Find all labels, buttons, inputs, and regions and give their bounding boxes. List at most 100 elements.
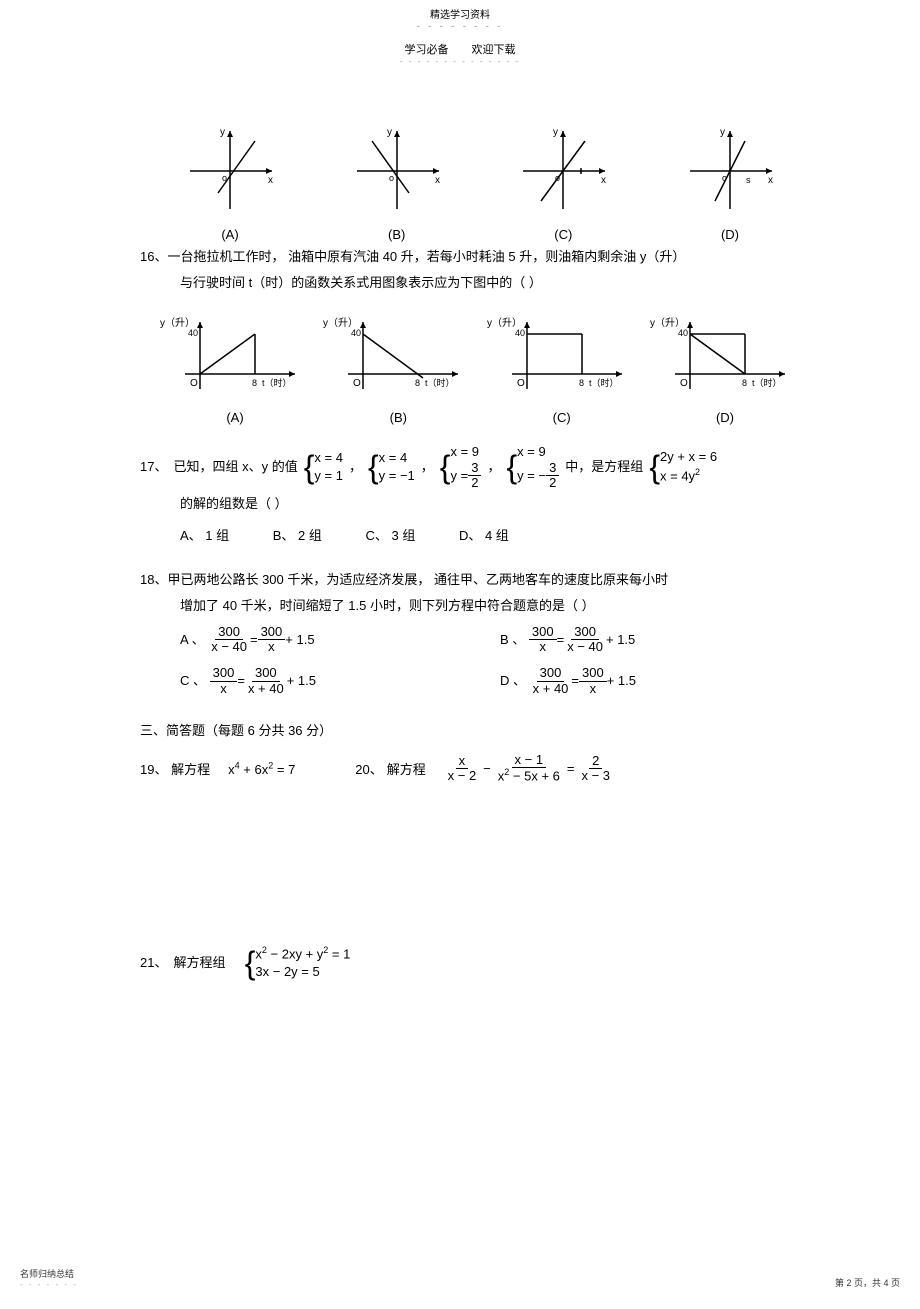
ob-rn: 300 [571, 625, 599, 640]
s1b: y = 1 [314, 467, 343, 485]
solve-row: 19、 解方程 x4 + 6x2 = 7 20、 解方程 xx − 2 − x … [140, 753, 820, 784]
svg-text:y: y [553, 127, 558, 138]
oc-rd: x + 40 [245, 682, 287, 696]
q17-set1: { x = 4y = 1 [304, 449, 343, 485]
graph-row-2: y（升） 40 O 8 t（时） (A) y（升） 40 O 8 t（时） (B [140, 314, 820, 425]
fl-text: 名师归纳总结 [20, 1267, 78, 1280]
q20-n: 20、 [355, 759, 382, 778]
label-d: (D) [670, 227, 790, 242]
q16: 16、一台拖拉机工作时， 油箱中原有汽油 40 升，若每小时耗油 5 升，则油箱… [140, 244, 820, 296]
oa-l: A 、 [180, 627, 205, 653]
oc-ld: x [217, 682, 230, 696]
q20-2n: x − 1 [512, 753, 547, 768]
oa-rd: x [265, 640, 278, 654]
q17-oa: A、 1 组 [180, 523, 229, 549]
g2-la: (A) [160, 410, 310, 425]
svg-text:8: 8 [415, 378, 420, 388]
s2b: y = −1 [379, 467, 415, 485]
q20-1n: x [456, 754, 469, 769]
svg-text:y: y [387, 127, 392, 138]
q20: 20、 解方程 xx − 2 − x − 1x2 − 5x + 6 = 2x −… [355, 753, 613, 784]
oa-t: + 1.5 [285, 627, 314, 653]
svg-text:y: y [220, 127, 225, 138]
svg-text:t（时）: t（时） [262, 377, 292, 388]
svg-text:s: s [746, 175, 751, 185]
footer-left: 名师归纳总结 - - - - - - - [20, 1267, 78, 1289]
q21: 21、 解方程组 { x2 − 2xy + y2 = 1 3x − 2y = 5 [140, 944, 820, 982]
graph-b: o x y (B) [337, 126, 457, 226]
q20-l: 解方程 [387, 759, 426, 778]
od-l: D 、 [500, 668, 526, 694]
od-ln: 300 [537, 666, 565, 681]
svg-text:x: x [435, 175, 440, 186]
dash-line: - - - - - - - - - - - - - - [0, 57, 920, 66]
syst: 2y + x = 6 [660, 448, 717, 466]
od-e: = [571, 668, 579, 694]
oa-e: = [250, 627, 258, 653]
od-rd: x [587, 682, 600, 696]
s3n: 3 [468, 461, 481, 476]
ob-l: B 、 [500, 627, 525, 653]
s4t: x = 9 [517, 443, 559, 461]
svg-text:x: x [768, 175, 773, 186]
oc-t: + 1.5 [287, 668, 316, 694]
q20-2d: x2 − 5x + 6 [495, 768, 563, 784]
svg-text:O: O [680, 378, 688, 389]
svg-text:o: o [722, 173, 727, 183]
g2-lc: (C) [487, 410, 637, 425]
q16-num: 16、 [140, 249, 167, 264]
q18-ob: B 、 300x = 300x − 40 + 1.5 [500, 625, 820, 655]
s3p: y = [450, 467, 468, 485]
g2-ld: (D) [650, 410, 800, 425]
q18-t1: 甲已两地公路长 300 千米，为适应经济发展， 通往甲、乙两地客车的速度比原来每… [167, 572, 668, 587]
q20-1d: x − 2 [445, 769, 480, 783]
g2-c: y（升） 40 O 8 t（时） (C) [487, 314, 637, 425]
q16-t1: 一台拖拉机工作时， 油箱中原有汽油 40 升，若每小时耗油 5 升，则油箱内剩余… [167, 249, 685, 264]
ob-rd: x − 40 [564, 640, 606, 654]
ob-ln: 300 [529, 625, 557, 640]
q18: 18、甲已两地公路长 300 千米，为适应经济发展， 通往甲、乙两地客车的速度比… [140, 567, 820, 702]
q18-oa: A 、 300x − 40 = 300x + 1.5 [180, 625, 500, 655]
s1t: x = 4 [314, 449, 343, 467]
q17-oc: C、 3 组 [366, 523, 416, 549]
svg-text:8: 8 [579, 378, 584, 388]
svg-text:x: x [268, 175, 273, 186]
q21-top: x2 − 2xy + y2 = 1 [255, 944, 350, 964]
s4d: 2 [546, 476, 559, 490]
q18-od: D 、 300x + 40 = 300x + 1.5 [500, 666, 820, 696]
q21-bot: 3x − 2y = 5 [255, 963, 350, 981]
q19: 19、 解方程 x4 + 6x2 = 7 [140, 759, 295, 778]
q17: 17、 已知，四组 x、y 的值 { x = 4y = 1 ， { x = 4y… [140, 443, 820, 549]
q17-lead: 已知，四组 x、y 的值 [173, 454, 297, 480]
q17-tail: 的解的组数是（ ） [140, 491, 820, 517]
q17-ob: B、 2 组 [273, 523, 322, 549]
svg-text:x: x [601, 175, 606, 186]
svg-text:o: o [389, 173, 394, 183]
s2t: x = 4 [379, 449, 415, 467]
q17-set2: { x = 4y = −1 [368, 449, 415, 485]
svg-text:t（时）: t（时） [589, 377, 619, 388]
ob-ld: x [537, 640, 550, 654]
oc-e: = [237, 668, 245, 694]
s3d: 2 [468, 476, 481, 490]
s4n: 3 [546, 461, 559, 476]
top-header: 精选学习资料 [0, 6, 920, 21]
sub-right: 欢迎下载 [472, 44, 516, 56]
q17-mid: 中，是方程组 [565, 454, 643, 480]
q17-sys: { 2y + x = 6x = 4y2 [649, 448, 717, 486]
svg-text:O: O [353, 378, 361, 389]
q18-opts: A 、 300x − 40 = 300x + 1.5 B 、 300x = 30… [140, 619, 820, 702]
q19-eq: x4 + 6x2 = 7 [228, 762, 295, 777]
q21-n: 21、 [140, 950, 167, 976]
svg-text:t（时）: t（时） [425, 377, 455, 388]
q19-n: 19、 [140, 762, 167, 777]
oa-rn: 300 [258, 625, 286, 640]
od-t: + 1.5 [607, 668, 636, 694]
od-ld: x + 40 [530, 682, 572, 696]
q20-3n: 2 [589, 754, 602, 769]
label-c: (C) [503, 227, 623, 242]
oc-ln: 300 [210, 666, 238, 681]
oc-l: C 、 [180, 668, 206, 694]
g2-b: y（升） 40 O 8 t（时） (B) [323, 314, 473, 425]
q20-m: − [483, 761, 491, 776]
